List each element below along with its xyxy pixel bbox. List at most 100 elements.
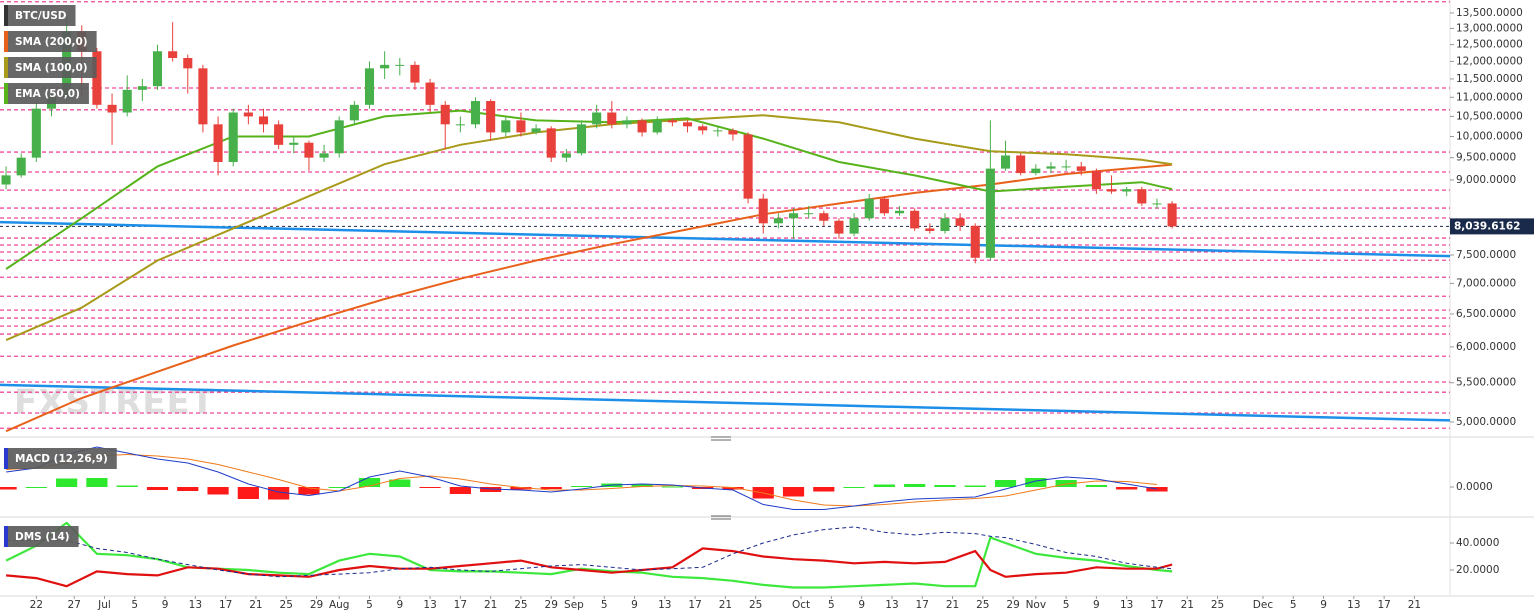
candle-body [395,64,405,66]
candle-body [304,142,314,158]
y-tick-label: 10,500.0000 [1456,110,1523,122]
candle-body [758,198,768,224]
trendline [0,383,1450,422]
candle-body [213,124,223,162]
histogram-bar [116,485,138,487]
candle-body [258,116,269,125]
legend-swatch [4,526,8,547]
candle-body [1106,189,1117,192]
histogram-bar [904,484,926,487]
x-tick-label: 29 [1006,599,1019,611]
candle-body [1046,166,1056,169]
candle-body [728,130,738,135]
candle-body [183,58,193,69]
candle-body [743,134,753,199]
candle-body [380,64,390,69]
candle-body [228,112,238,162]
x-tick-label: 29 [545,599,558,611]
candle-body [92,51,102,105]
legend-box [4,5,76,26]
legend-text: EMA (50,0) [15,88,80,100]
candle-body [1031,168,1041,174]
candle-body [198,68,208,125]
x-tick-label: 17 [454,599,467,611]
candle-body [894,210,905,214]
candle-body [849,218,859,234]
legend-text: DMS (14) [15,531,70,543]
legend-box [4,448,117,469]
histogram-bar [56,478,78,487]
candle-body [349,104,359,121]
candle-body [607,112,617,125]
trendline [0,220,1450,258]
x-tick-label: 17 [219,599,232,611]
histogram-bar [782,487,805,497]
resize-handle[interactable] [711,436,731,441]
legend-item: SMA (200,0) [4,31,97,52]
x-tick-label: 21 [249,599,262,611]
histogram-bar [540,487,562,489]
moving-average [5,163,1173,432]
x-tick-label: 25 [749,599,762,611]
legend-text: SMA (200,0) [15,36,88,48]
x-tick-label: 25 [514,599,527,611]
candle-body [682,122,693,127]
x-tick-label: 13 [885,599,898,611]
x-tick-label: Aug [329,599,350,611]
histogram-bar [177,487,199,491]
candle-body [1000,155,1011,169]
candle-body [410,64,420,83]
histogram-bar [1146,487,1168,492]
legend-item: SMA (100,0) [4,57,97,78]
x-tick-label: 21 [1181,599,1194,611]
candle-body [910,210,920,229]
candle-body [440,104,450,125]
legend-swatch [4,5,8,26]
histogram-bar [449,487,471,494]
histogram-bar [480,487,502,492]
candle-body [1122,189,1132,192]
histogram-bar [510,487,532,490]
candle-body [289,142,299,145]
x-tick-label: 9 [1320,599,1327,611]
histogram-bar [328,487,350,488]
candle-body [319,153,329,158]
candle-body [531,128,541,133]
histogram-bar [389,479,411,487]
x-tick-label: 17 [1150,599,1163,611]
candle-body [334,120,344,154]
candle-body [667,120,677,123]
candle-body [455,124,465,126]
histogram-bar [25,487,47,488]
y-tick-label: 11,500.0000 [1456,73,1523,85]
histogram-bar [994,480,1017,487]
resize-handle[interactable] [711,515,731,520]
last-price-tag [1450,218,1534,235]
x-tick-label: 5 [366,599,373,611]
x-tick-label: 13 [1347,599,1360,611]
histogram-bar [1116,487,1138,490]
x-tick-label: 9 [1093,599,1100,611]
histogram-bar [722,487,744,490]
candle-body [516,120,526,133]
candle-body [470,101,481,125]
y-tick-label: 5,000.0000 [1456,416,1516,428]
x-tick-label: 9 [396,599,403,611]
x-tick-label: 21 [484,599,497,611]
candle-body [576,124,587,154]
y-tick-label: 10,000.0000 [1456,131,1523,143]
candle-body [804,213,814,215]
x-tick-label: 9 [162,599,169,611]
y-tick-label: 12,500.0000 [1456,39,1523,51]
candle-body [425,82,435,105]
plot-area [0,1,1450,432]
x-tick-label: 9 [858,599,865,611]
candle-body [592,112,602,125]
candle-body [713,130,723,132]
legend-swatch [4,31,8,52]
y-tick-label: 9,000.0000 [1456,174,1516,186]
candle-body [364,68,375,105]
y-tick-label: 9,500.0000 [1456,152,1516,164]
histogram-bar [1085,485,1107,487]
histogram-bar [1025,478,1047,487]
